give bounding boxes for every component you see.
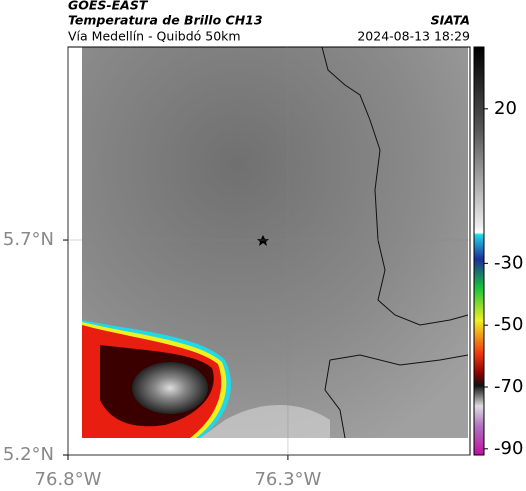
y-tick-label: 5.2°N bbox=[3, 444, 54, 465]
y-tick-label: 5.7°N bbox=[3, 229, 54, 250]
source: SIATA bbox=[431, 13, 470, 28]
title: GOES-EAST bbox=[68, 0, 149, 13]
colorbar-tick-label: -50 bbox=[494, 314, 523, 335]
star-marker bbox=[257, 235, 269, 246]
colorbar-tick-label: 20 bbox=[494, 98, 517, 119]
colorbar bbox=[473, 46, 485, 456]
x-tick-label: 76.3°W bbox=[254, 469, 321, 490]
satellite-image bbox=[82, 46, 469, 439]
datetime: 2024-08-13 18:29 bbox=[357, 29, 470, 44]
colorbar-tick-label: -30 bbox=[494, 252, 523, 273]
colorbar-tick-label: -90 bbox=[494, 438, 523, 459]
location: Vía Medellín - Quibdó 50km bbox=[68, 29, 241, 44]
map-frame bbox=[67, 46, 471, 456]
subtitle: Temperatura de Brillo CH13 bbox=[68, 13, 263, 28]
colorbar-tick-label: -70 bbox=[494, 376, 523, 397]
x-tick-label: 76.8°W bbox=[35, 469, 102, 490]
header: GOES-EAST Temperatura de Brillo CH13 SIA… bbox=[68, 0, 470, 44]
